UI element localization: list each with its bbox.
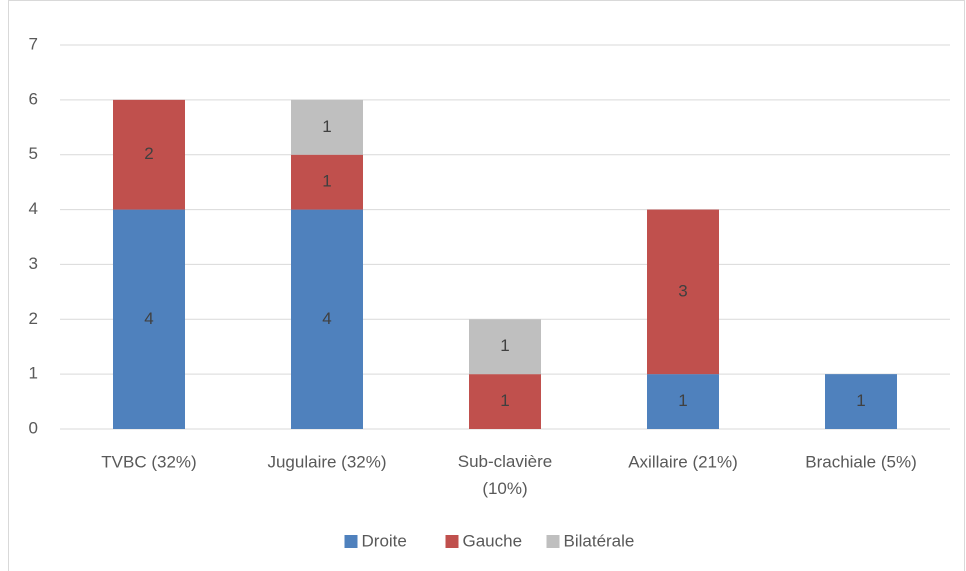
y-tick-label: 2 [29, 309, 38, 328]
bar-segment [113, 209, 185, 429]
x-tick-label: Axillaire (21%) [628, 452, 738, 471]
legend-swatch [546, 535, 560, 548]
data-label: 4 [322, 309, 331, 328]
x-tick-label-line: (10%) [482, 479, 527, 498]
legend-label: Droite [362, 531, 407, 550]
data-label: 4 [144, 309, 153, 328]
y-tick-label: 6 [29, 89, 38, 108]
bar-segment [647, 374, 719, 429]
data-label: 1 [500, 336, 509, 355]
data-label: 1 [500, 391, 509, 410]
legend-label: Gauche [463, 531, 523, 550]
legend-label: Bilatérale [564, 531, 635, 550]
data-label: 2 [144, 144, 153, 163]
data-label: 1 [678, 391, 687, 410]
bar-segment [469, 374, 541, 429]
bar-segment [113, 99, 185, 210]
y-tick-label: 4 [29, 199, 38, 218]
x-tick-label: TVBC (32%) [101, 452, 196, 471]
legend-swatch [445, 535, 459, 548]
x-tick-label: Sub-clavière (10%) [458, 452, 553, 498]
chart-frame [8, 0, 965, 571]
y-tick-label: 7 [29, 34, 38, 53]
bar-segment [291, 209, 363, 429]
y-tick-label: 3 [29, 254, 38, 273]
x-tick-label: Brachiale (5%) [805, 452, 917, 471]
x-tick-label: Jugulaire (32%) [267, 452, 386, 471]
bar-segment [647, 209, 719, 375]
data-label: 1 [856, 391, 865, 410]
legend-swatch [344, 535, 358, 548]
data-label: 3 [678, 281, 687, 300]
bar-segment [825, 374, 897, 429]
y-tick-label: 5 [29, 144, 38, 163]
y-tick-label: 0 [29, 418, 38, 437]
bar-segment [469, 319, 541, 375]
y-tick-label: 1 [29, 364, 38, 383]
x-tick-label-line: Sub-clavière [458, 452, 553, 471]
bar-segment [291, 99, 363, 155]
data-label: 1 [322, 117, 331, 136]
bar-segment [291, 154, 363, 210]
data-label: 1 [322, 172, 331, 191]
